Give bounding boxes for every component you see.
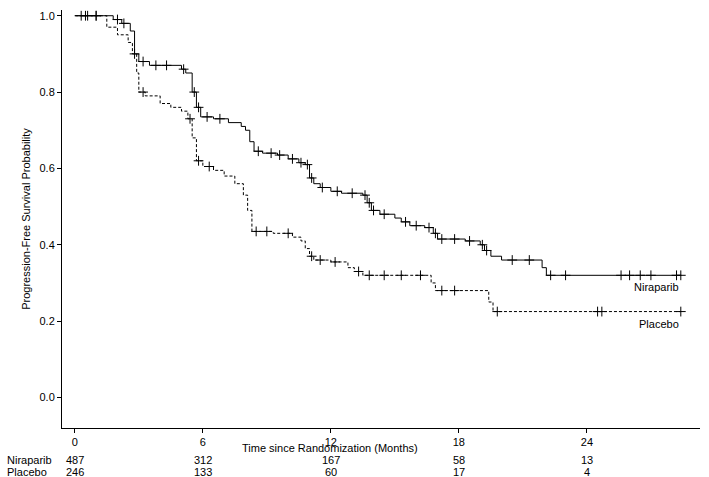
- svg-text:Progression-Free Survival Prob: Progression-Free Survival Probability: [20, 128, 32, 310]
- svg-text:487: 487: [66, 454, 84, 466]
- svg-text:Niraparib: Niraparib: [634, 281, 679, 293]
- svg-text:0.6: 0.6: [40, 162, 55, 174]
- svg-text:0.8: 0.8: [40, 86, 55, 98]
- svg-text:58: 58: [453, 454, 465, 466]
- svg-text:167: 167: [322, 454, 340, 466]
- svg-text:312: 312: [194, 454, 212, 466]
- svg-text:60: 60: [325, 466, 337, 477]
- svg-text:0.0: 0.0: [40, 391, 55, 403]
- svg-text:0.2: 0.2: [40, 315, 55, 327]
- svg-text:0: 0: [72, 436, 78, 448]
- svg-text:0.4: 0.4: [40, 239, 55, 251]
- svg-text:18: 18: [453, 436, 465, 448]
- svg-text:133: 133: [194, 466, 212, 477]
- svg-text:Placebo: Placebo: [7, 466, 47, 477]
- svg-text:Placebo: Placebo: [639, 318, 679, 330]
- svg-text:17: 17: [453, 466, 465, 477]
- svg-text:13: 13: [581, 454, 593, 466]
- svg-text:Time since Randomization (Mont: Time since Randomization (Months): [242, 442, 418, 454]
- svg-text:1.0: 1.0: [40, 10, 55, 22]
- svg-text:4: 4: [584, 466, 590, 477]
- svg-text:12: 12: [325, 436, 337, 448]
- svg-text:Niraparib: Niraparib: [7, 454, 52, 466]
- svg-text:246: 246: [66, 466, 84, 477]
- svg-text:6: 6: [200, 436, 206, 448]
- svg-text:24: 24: [581, 436, 593, 448]
